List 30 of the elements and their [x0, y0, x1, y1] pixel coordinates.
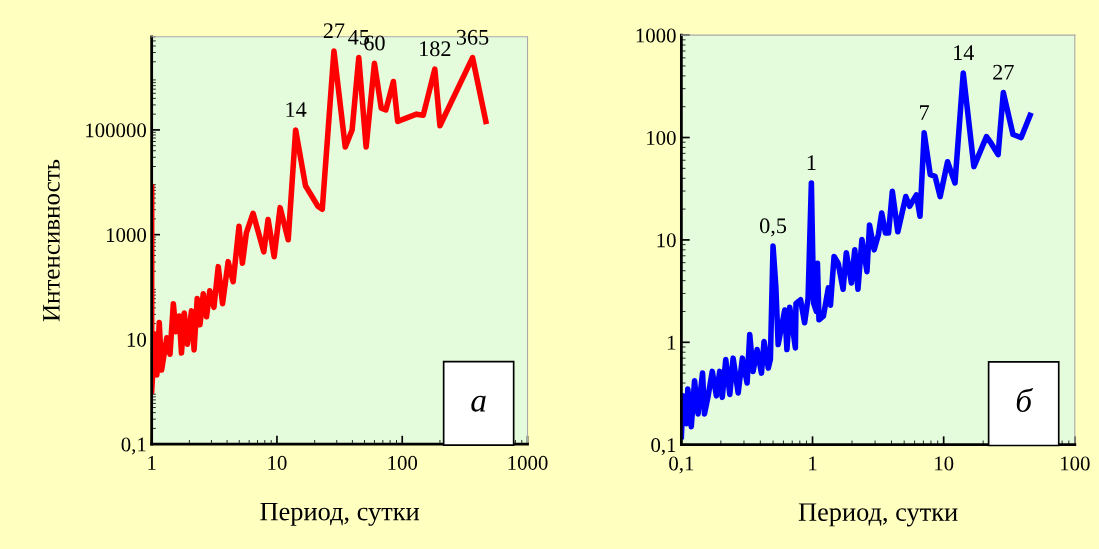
annotation: б: [1016, 387, 1033, 413]
y-axis-title: Интенсивность: [43, 159, 60, 322]
annotation: а: [471, 395, 486, 412]
y-tick-label: 100: [647, 130, 676, 145]
annotation: 0,5: [760, 218, 787, 237]
annotation: 365: [456, 29, 489, 45]
annotation: 14: [286, 102, 307, 117]
x-tick-label: 0,1: [669, 456, 694, 474]
x-tick-label: 1: [809, 456, 817, 471]
x-tick-label: 10: [935, 456, 954, 471]
annotation: 27: [993, 64, 1014, 80]
annotation: 14: [954, 45, 975, 60]
y-tick-label: 1000: [636, 28, 676, 43]
y-tick-label: 10: [127, 332, 147, 347]
y-tick-label: 1000: [106, 228, 147, 243]
y-tick-label: 1: [667, 335, 676, 350]
x-axis-title: Период, сутки: [260, 502, 420, 526]
x-tick-label: 10: [268, 455, 287, 470]
annotation: 7: [920, 105, 930, 120]
y-tick-label: 100000: [86, 123, 147, 138]
annotation: 27: [323, 23, 345, 39]
y-tick-label: 0,1: [651, 438, 676, 456]
x-tick-label: 100: [388, 455, 418, 470]
annotation: 1: [807, 155, 816, 170]
y-tick-label: 10: [657, 233, 676, 248]
y-tick-label: 0,1: [121, 437, 146, 455]
x-axis-title: Период, сутки: [798, 503, 958, 527]
x-tick-label: 1000: [508, 455, 548, 470]
annotation: 182: [420, 41, 451, 57]
x-tick-label: 100: [1061, 456, 1090, 471]
